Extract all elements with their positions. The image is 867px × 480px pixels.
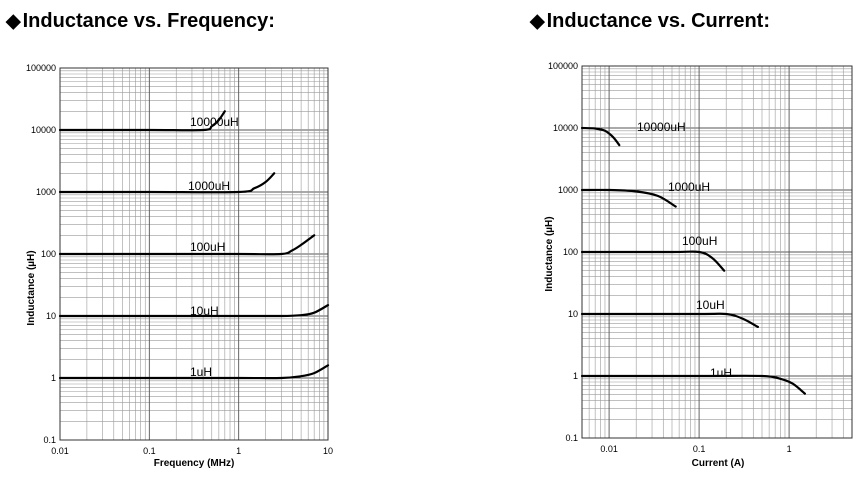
y-axis-label: Inductance (µH) bbox=[544, 216, 555, 291]
series-line-100uH bbox=[580, 250, 726, 272]
y-tick-label: 100000 bbox=[548, 61, 578, 71]
series-label-1uH: 1uH bbox=[710, 366, 732, 380]
x-tick-label: 0.1 bbox=[693, 444, 706, 454]
series-label-10000uH: 10000uH bbox=[637, 120, 686, 134]
y-tick-label: 1 bbox=[573, 371, 578, 381]
y-tick-label: 1000 bbox=[36, 187, 56, 197]
series-label-100uH: 100uH bbox=[682, 234, 717, 248]
series-line-10000uH bbox=[580, 126, 621, 147]
chart-title-frequency-text: Inductance vs. Frequency: bbox=[22, 10, 275, 32]
y-tick-label: 100 bbox=[563, 247, 578, 257]
y-tick-label: 10000 bbox=[31, 125, 56, 135]
x-tick-label: 0.1 bbox=[143, 446, 156, 456]
y-tick-label: 1 bbox=[51, 373, 56, 383]
series-line-100uH bbox=[58, 234, 316, 256]
diamond-bullet-icon: ◆ bbox=[530, 11, 545, 32]
y-tick-label: 100 bbox=[41, 249, 56, 259]
x-tick-label: 10 bbox=[323, 446, 333, 456]
series-label-1000uH: 1000uH bbox=[668, 180, 710, 194]
series-line-1uH bbox=[58, 364, 330, 380]
chart-title-current-text: Inductance vs. Current: bbox=[546, 10, 771, 32]
x-tick-label: 1 bbox=[787, 444, 792, 454]
x-tick-label: 1 bbox=[236, 446, 241, 456]
y-tick-label: 10000 bbox=[553, 123, 578, 133]
y-tick-label: 1000 bbox=[558, 185, 578, 195]
series-line-10000uH bbox=[58, 110, 226, 132]
series-label-100uH: 100uH bbox=[190, 240, 225, 254]
series-label-1000uH: 1000uH bbox=[188, 179, 230, 193]
chart-current: 0.1 1 10 100 1000 10000 100000 0.01 0.1 1 Current … bbox=[544, 61, 853, 469]
series-line-10uH bbox=[58, 304, 330, 318]
series-line-1uH bbox=[580, 374, 806, 395]
series-label-10uH: 10uH bbox=[190, 304, 219, 318]
y-tick-label: 10 bbox=[46, 311, 56, 321]
x-axis-label: Current (A) bbox=[692, 458, 745, 469]
y-axis-label: Inductance (µH) bbox=[26, 250, 37, 325]
chart-title-frequency: ◆ Inductance vs. Frequency: bbox=[6, 10, 275, 33]
chart-title-current: ◆ Inductance vs. Current: bbox=[530, 10, 770, 33]
series-line-1000uH bbox=[58, 172, 276, 194]
x-axis-label: Frequency (MHz) bbox=[154, 458, 235, 469]
y-tick-label: 100000 bbox=[26, 63, 56, 73]
x-tick-label: 0.01 bbox=[51, 446, 69, 456]
diamond-bullet-icon: ◆ bbox=[6, 11, 21, 32]
series-line-10uH bbox=[580, 312, 759, 328]
series-label-10000uH: 10000uH bbox=[190, 115, 239, 129]
series-line-1000uH bbox=[580, 188, 677, 208]
y-tick-label: 0.1 bbox=[565, 433, 578, 443]
y-tick-label: 10 bbox=[568, 309, 578, 319]
series-label-1uH: 1uH bbox=[190, 365, 212, 379]
x-tick-label: 0.01 bbox=[600, 444, 618, 454]
y-tick-label: 0.1 bbox=[43, 435, 56, 445]
series-label-10uH: 10uH bbox=[696, 298, 725, 312]
